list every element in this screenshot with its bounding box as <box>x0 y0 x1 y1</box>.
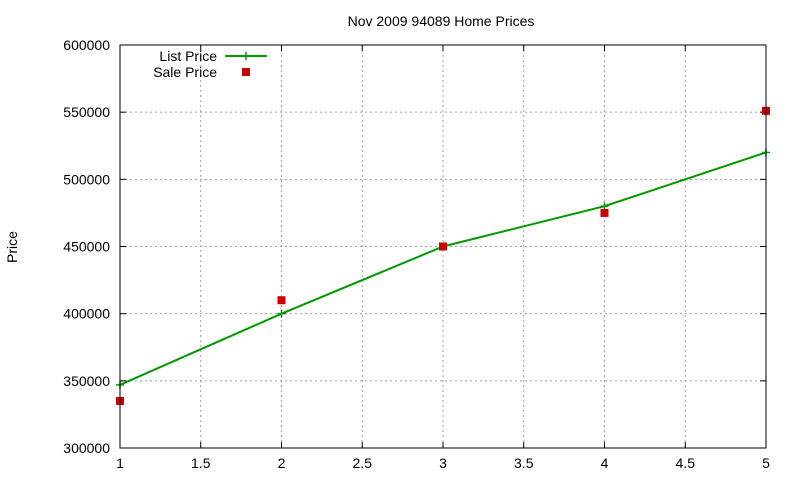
list-price-point <box>277 309 286 318</box>
y-tick-label: 300000 <box>63 440 110 456</box>
y-axis-label: Price <box>4 231 20 263</box>
legend-label: List Price <box>159 48 217 64</box>
x-tick-label: 2.5 <box>353 455 373 471</box>
x-tick-label: 1.5 <box>191 455 211 471</box>
x-tick-label: 4 <box>601 455 609 471</box>
legend-swatch-marker <box>242 52 250 60</box>
x-tick-label: 3 <box>439 455 447 471</box>
x-tick-label: 2 <box>278 455 286 471</box>
y-tick-label: 350000 <box>63 373 110 389</box>
x-tick-label: 5 <box>762 455 770 471</box>
x-tick-label: 3.5 <box>514 455 534 471</box>
x-tick-label: 1 <box>116 455 124 471</box>
y-tick-label: 550000 <box>63 104 110 120</box>
sale-price-point <box>600 208 609 217</box>
legend-label: Sale Price <box>153 64 217 80</box>
list-price-point <box>600 202 609 211</box>
y-tick-label: 450000 <box>63 239 110 255</box>
y-tick-label: 500000 <box>63 171 110 187</box>
series-list-price <box>116 148 770 389</box>
plot-frame <box>119 44 767 449</box>
sale-price-point <box>277 296 286 305</box>
chart-title: Nov 2009 94089 Home Prices <box>348 13 535 29</box>
sale-price-point <box>439 242 447 251</box>
y-tick-label: 600000 <box>63 37 110 53</box>
y-tick-label: 400000 <box>63 306 110 322</box>
tick-labels: 1 1.5 2 2.5 3 3.5 4 4.5 5 300000 350000 400000 45000… <box>63 37 770 471</box>
legend-swatch-marker <box>242 68 250 76</box>
x-tick-label: 4.5 <box>676 455 696 471</box>
